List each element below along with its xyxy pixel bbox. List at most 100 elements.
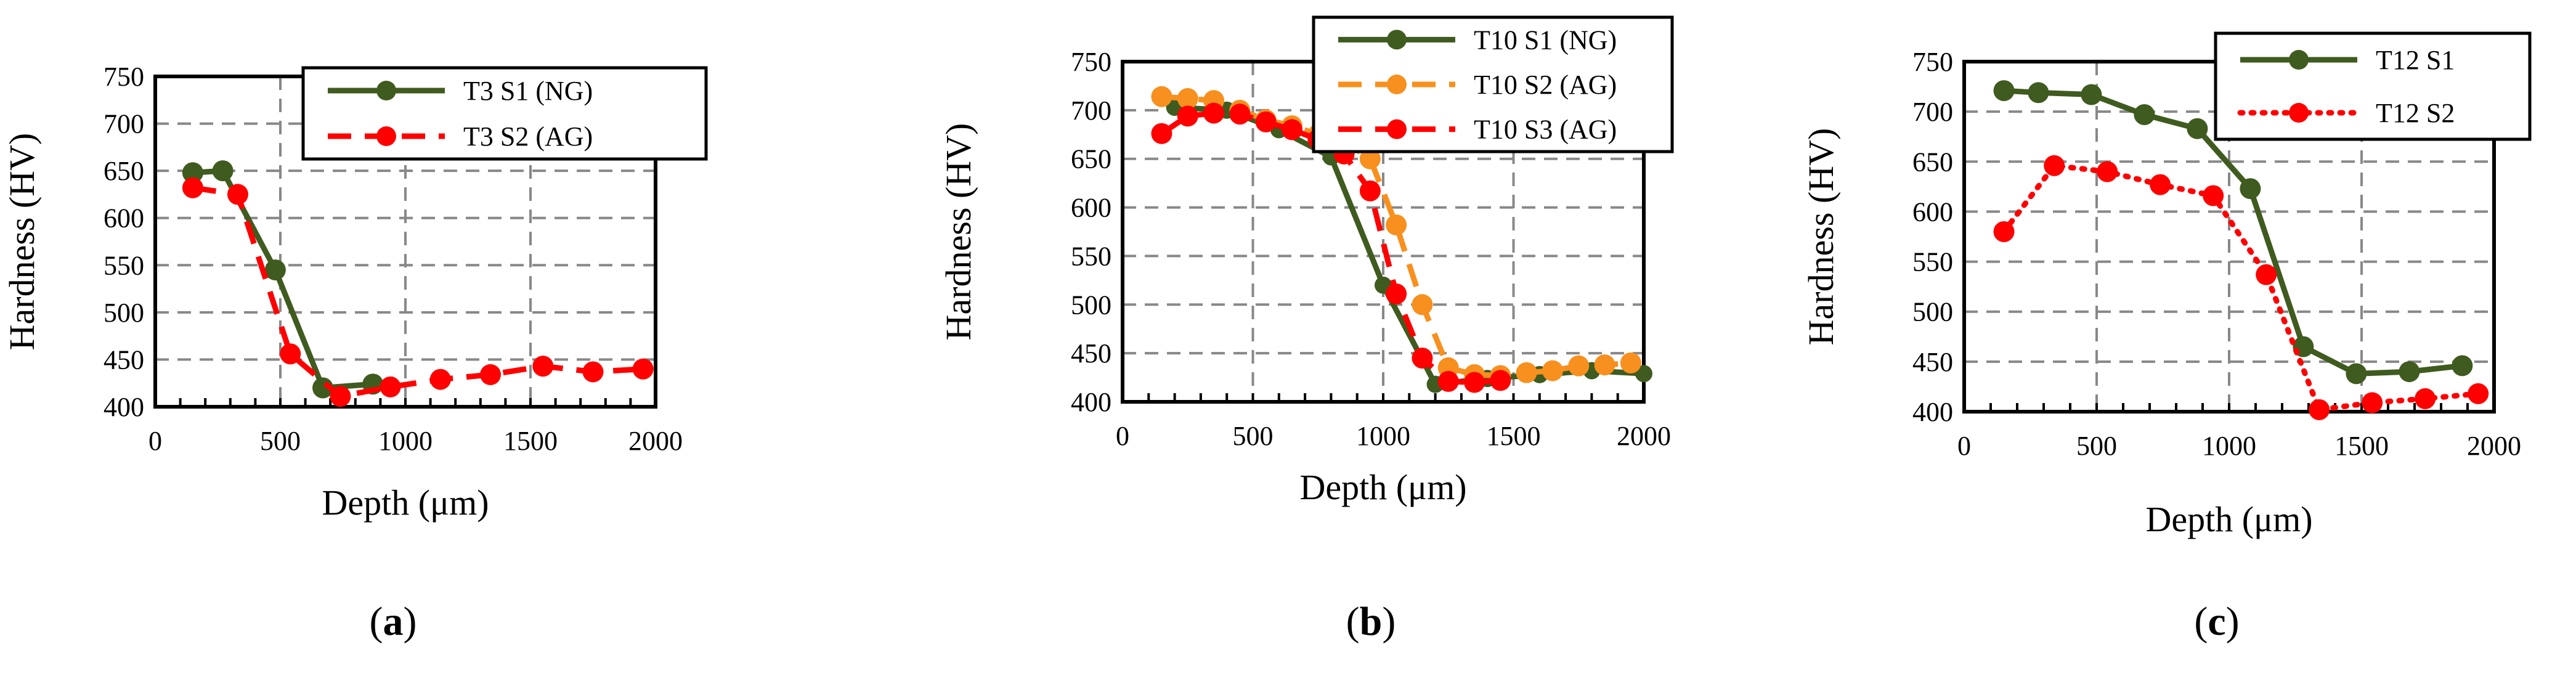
y-tick-label: 600 bbox=[1912, 197, 1953, 227]
data-point bbox=[1151, 86, 1172, 107]
y-tick-label: 500 bbox=[1071, 290, 1111, 320]
panel-caption: (a) bbox=[370, 599, 417, 644]
data-point bbox=[2044, 155, 2065, 176]
y-tick-label: 600 bbox=[104, 203, 144, 234]
data-point bbox=[182, 177, 203, 198]
y-tick-label: 550 bbox=[1912, 247, 1953, 277]
legend-entry-label: T12 S1 bbox=[2376, 45, 2455, 75]
y-tick-label: 700 bbox=[104, 109, 144, 139]
data-point bbox=[2134, 104, 2155, 126]
data-point bbox=[280, 343, 301, 365]
legend-swatch-marker bbox=[1387, 119, 1407, 139]
data-point bbox=[1993, 80, 2015, 102]
legend-entry-label: T10 S2 (AG) bbox=[1474, 70, 1617, 100]
data-point bbox=[2081, 84, 2102, 105]
data-point bbox=[480, 364, 502, 385]
y-tick-label: 650 bbox=[1071, 144, 1111, 174]
y-tick-label: 600 bbox=[1071, 193, 1111, 223]
legend-entry-label: T12 S2 bbox=[2376, 98, 2455, 128]
data-point bbox=[1464, 372, 1485, 393]
caption-open-paren: ( bbox=[1346, 599, 1360, 644]
data-point bbox=[1177, 105, 1198, 127]
caption-close-paren: ) bbox=[1382, 599, 1396, 644]
x-tick-label: 1500 bbox=[503, 426, 558, 456]
data-point bbox=[1620, 352, 1641, 373]
data-point bbox=[1568, 355, 1590, 377]
chart-c: 400 450 500 550 600 650 700 750 0 500 1000 1500 2000… bbox=[1801, 31, 2532, 644]
data-point bbox=[632, 358, 654, 380]
data-point bbox=[1516, 362, 1537, 383]
legend-entry-label: T10 S3 (AG) bbox=[1474, 115, 1617, 145]
panel-caption: (c) bbox=[2194, 599, 2239, 644]
chart-a: 400 450 500 550 600 650 700 750 0 500 1000 1500 2000… bbox=[2, 62, 708, 644]
data-point bbox=[1386, 283, 1407, 304]
series-line bbox=[1174, 104, 1644, 388]
data-point bbox=[1412, 348, 1433, 369]
x-axis-title: Depth (μm) bbox=[1299, 467, 1466, 507]
x-tick-label: 2000 bbox=[628, 426, 683, 456]
data-point bbox=[182, 162, 203, 184]
y-tick-label: 500 bbox=[1912, 297, 1953, 327]
data-point bbox=[1255, 111, 1277, 133]
data-point bbox=[429, 369, 451, 390]
x-axis-title: Depth (μm) bbox=[2145, 499, 2312, 539]
x-tick-label: 2000 bbox=[1617, 421, 1671, 451]
data-point bbox=[1386, 214, 1407, 235]
data-point bbox=[2309, 399, 2330, 420]
y-tick-label: 650 bbox=[104, 156, 144, 186]
data-point bbox=[1993, 221, 2015, 242]
legend-box bbox=[2214, 31, 2532, 141]
y-tick-label: 550 bbox=[1071, 241, 1111, 271]
legend-swatch-marker bbox=[1387, 75, 1407, 94]
y-axis-title: Hardness (HV) bbox=[1801, 128, 1841, 346]
data-point bbox=[1203, 102, 1225, 124]
y-tick-label: 450 bbox=[104, 345, 144, 375]
x-tick-label: 2000 bbox=[2467, 431, 2521, 461]
x-tick-label: 1500 bbox=[2334, 431, 2389, 461]
data-point bbox=[380, 376, 401, 398]
series-line bbox=[2001, 163, 2481, 413]
y-tick-label: 400 bbox=[1071, 387, 1111, 417]
legend-entry-label: T10 S1 (NG) bbox=[1474, 25, 1617, 55]
y-tick-label: 750 bbox=[104, 62, 144, 92]
y-tick-label: 700 bbox=[1071, 96, 1111, 126]
y-tick-label: 450 bbox=[1071, 338, 1111, 369]
data-point bbox=[1151, 123, 1172, 144]
data-point bbox=[2097, 161, 2118, 182]
data-point bbox=[1542, 360, 1563, 381]
series-line bbox=[2004, 88, 2463, 377]
data-point bbox=[1635, 365, 1652, 383]
caption-letter: b bbox=[1360, 599, 1383, 644]
caption-open-paren: ( bbox=[2194, 599, 2208, 644]
data-point bbox=[2468, 383, 2489, 404]
x-tick-label: 0 bbox=[148, 426, 162, 456]
data-point bbox=[212, 160, 234, 182]
legend-swatch-marker bbox=[1387, 30, 1407, 50]
y-tick-label: 750 bbox=[1071, 47, 1111, 77]
y-tick-label: 400 bbox=[104, 392, 144, 422]
caption-open-paren: ( bbox=[370, 599, 383, 644]
legend-swatch-marker bbox=[376, 81, 396, 100]
data-point bbox=[1359, 148, 1381, 169]
panel-caption: (b) bbox=[1346, 599, 1396, 644]
data-point bbox=[582, 361, 604, 383]
x-tick-label: 1000 bbox=[1356, 421, 1410, 451]
caption-letter: a bbox=[383, 599, 404, 644]
y-tick-label: 700 bbox=[1912, 97, 1953, 127]
legend-entry-label: T3 S2 (AG) bbox=[463, 121, 593, 152]
data-point bbox=[1281, 119, 1302, 141]
data-point bbox=[1229, 104, 1251, 125]
data-point bbox=[2028, 82, 2049, 104]
chart-b: 400 450 500 550 600 650 700 750 0 500 1000 1500 2000… bbox=[938, 15, 1674, 644]
data-point bbox=[1359, 180, 1381, 202]
data-point bbox=[2150, 174, 2171, 195]
data-point bbox=[1412, 294, 1433, 316]
y-tick-label: 750 bbox=[1912, 47, 1953, 77]
data-point bbox=[227, 184, 248, 205]
y-tick-label: 550 bbox=[104, 250, 144, 280]
legend-swatch-marker bbox=[2289, 50, 2309, 70]
y-tick-label: 500 bbox=[104, 298, 144, 328]
data-point bbox=[2362, 392, 2383, 414]
y-axis-title: Hardness (HV) bbox=[938, 123, 978, 341]
